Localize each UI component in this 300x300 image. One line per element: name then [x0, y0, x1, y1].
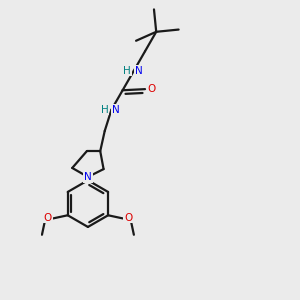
Text: H: H [123, 66, 131, 76]
Text: O: O [148, 84, 156, 94]
Text: O: O [124, 213, 132, 223]
Text: O: O [44, 213, 52, 223]
Text: N: N [135, 66, 142, 76]
Text: N: N [84, 172, 92, 182]
Text: H: H [101, 105, 109, 115]
Text: N: N [112, 105, 120, 115]
